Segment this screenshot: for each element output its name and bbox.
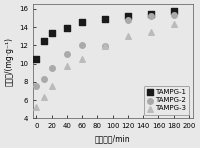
TAMPG-3 [172, 23, 175, 25]
TAMPG-2 [172, 14, 175, 16]
TAMPG-3 [81, 58, 84, 60]
TAMPG-2 [65, 53, 69, 56]
TAMPG-2 [126, 18, 130, 21]
TAMPG-2 [149, 15, 152, 17]
TAMPG-1 [35, 58, 38, 60]
X-axis label: 吸附时间/min: 吸附时间/min [95, 135, 131, 144]
TAMPG-1 [126, 15, 130, 17]
TAMPG-3 [65, 65, 69, 67]
TAMPG-2 [50, 67, 53, 69]
TAMPG-1 [172, 10, 175, 13]
TAMPG-1 [50, 32, 53, 35]
TAMPG-2 [81, 44, 84, 46]
TAMPG-3 [50, 84, 53, 87]
TAMPG-3 [42, 96, 46, 99]
TAMPG-1 [103, 18, 107, 20]
TAMPG-3 [103, 45, 107, 47]
TAMPG-1 [149, 13, 152, 15]
TAMPG-2 [35, 85, 38, 88]
TAMPG-3 [126, 35, 130, 37]
Legend: TAMPG-1, TAMPG-2, TAMPG-3: TAMPG-1, TAMPG-2, TAMPG-3 [144, 86, 189, 115]
Y-axis label: 吸附量/(mg·g⁻¹): 吸附量/(mg·g⁻¹) [4, 37, 13, 86]
TAMPG-1 [65, 27, 69, 29]
TAMPG-1 [81, 20, 84, 23]
TAMPG-3 [35, 106, 38, 109]
TAMPG-2 [103, 45, 107, 47]
TAMPG-2 [42, 78, 46, 80]
TAMPG-3 [149, 30, 152, 33]
TAMPG-1 [42, 40, 46, 42]
